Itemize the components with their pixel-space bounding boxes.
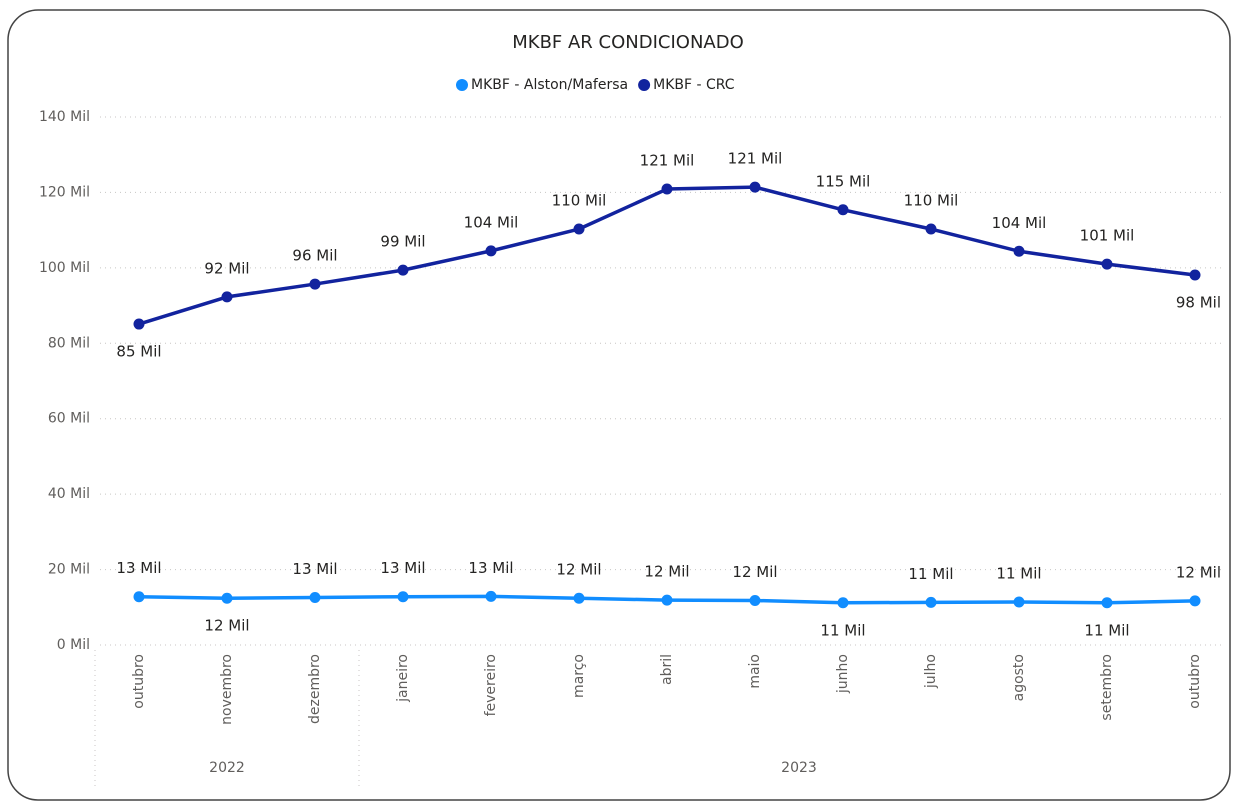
data-label: 13 Mil bbox=[380, 559, 425, 577]
x-tick-label: janeiro bbox=[395, 654, 411, 703]
data-point bbox=[749, 594, 761, 606]
data-label: 12 Mil bbox=[644, 563, 689, 581]
y-tick-label: 100 Mil bbox=[39, 260, 90, 276]
data-label: 11 Mil bbox=[1084, 621, 1129, 639]
data-point bbox=[133, 591, 145, 603]
legend-marker bbox=[456, 79, 468, 91]
data-point bbox=[1013, 245, 1025, 257]
x-tick-label: julho bbox=[923, 654, 939, 689]
x-tick-label: setembro bbox=[1099, 654, 1115, 721]
data-point bbox=[309, 278, 321, 290]
data-point bbox=[749, 181, 761, 193]
data-point bbox=[573, 223, 585, 235]
x-tick-label: agosto bbox=[1011, 654, 1027, 701]
x-tick-label: junho bbox=[835, 654, 851, 694]
y-tick-label: 0 Mil bbox=[57, 637, 90, 653]
y-tick-label: 20 Mil bbox=[48, 562, 90, 578]
data-point bbox=[1189, 595, 1201, 607]
data-label: 115 Mil bbox=[816, 172, 871, 190]
data-point bbox=[133, 318, 145, 330]
legend: MKBF - Alston/Mafersa MKBF - CRC bbox=[456, 77, 735, 93]
data-label: 96 Mil bbox=[292, 247, 337, 265]
data-label: 92 Mil bbox=[204, 259, 249, 277]
legend-label: MKBF - Alston/Mafersa bbox=[471, 77, 628, 93]
data-label: 12 Mil bbox=[204, 617, 249, 635]
data-label: 11 Mil bbox=[996, 565, 1041, 583]
data-label: 104 Mil bbox=[992, 214, 1047, 232]
data-label: 13 Mil bbox=[468, 559, 513, 577]
data-label: 98 Mil bbox=[1176, 294, 1221, 312]
x-tick-label: dezembro bbox=[307, 654, 323, 724]
y-tick-label: 60 Mil bbox=[48, 411, 90, 427]
y-tick-label: 120 Mil bbox=[39, 184, 90, 200]
y-tick-label: 140 Mil bbox=[39, 109, 90, 125]
x-tick-label: fevereiro bbox=[483, 654, 499, 716]
frame bbox=[7, 9, 1231, 801]
data-label: 11 Mil bbox=[820, 621, 865, 639]
data-label: 110 Mil bbox=[552, 192, 607, 210]
data-point bbox=[837, 597, 849, 609]
y-tick-label: 80 Mil bbox=[48, 335, 90, 351]
x-tick-label: novembro bbox=[219, 654, 235, 725]
data-point bbox=[925, 223, 937, 235]
x-tick-label: março bbox=[571, 654, 587, 698]
x-tick-label: maio bbox=[747, 654, 763, 689]
data-point bbox=[221, 592, 233, 604]
legend-label: MKBF - CRC bbox=[653, 77, 735, 93]
legend-marker bbox=[638, 79, 651, 91]
x-tick-label: outubro bbox=[131, 654, 147, 709]
data-label: 99 Mil bbox=[380, 233, 425, 251]
data-label: 12 Mil bbox=[556, 561, 601, 579]
data-point bbox=[661, 594, 673, 606]
data-point bbox=[397, 591, 409, 603]
data-label: 13 Mil bbox=[116, 559, 161, 577]
data-point bbox=[1101, 597, 1113, 609]
data-label: 121 Mil bbox=[728, 150, 783, 168]
data-label: 85 Mil bbox=[116, 343, 161, 361]
data-point bbox=[1189, 269, 1201, 281]
data-label: 104 Mil bbox=[464, 213, 519, 231]
x-group-label: 2022 bbox=[209, 760, 245, 776]
data-label: 12 Mil bbox=[1176, 563, 1221, 581]
data-label: 12 Mil bbox=[732, 563, 777, 581]
data-label: 101 Mil bbox=[1080, 227, 1135, 245]
x-tick-label: outubro bbox=[1187, 654, 1203, 709]
data-point bbox=[485, 245, 497, 257]
data-label: 110 Mil bbox=[904, 192, 959, 210]
data-point bbox=[485, 590, 497, 602]
data-label: 13 Mil bbox=[292, 560, 337, 578]
data-point bbox=[661, 183, 673, 195]
chart-title: MKBF AR CONDICIONADO bbox=[512, 32, 744, 53]
data-point bbox=[837, 204, 849, 216]
y-tick-label: 40 Mil bbox=[48, 486, 90, 502]
data-label: 121 Mil bbox=[640, 152, 695, 170]
x-tick-label: abril bbox=[659, 654, 675, 685]
data-point bbox=[309, 591, 321, 603]
data-point bbox=[221, 291, 233, 303]
data-label: 11 Mil bbox=[908, 565, 953, 583]
data-point bbox=[397, 264, 409, 276]
x-group-label: 2023 bbox=[781, 760, 817, 776]
data-point bbox=[1101, 258, 1113, 270]
data-point bbox=[573, 592, 585, 604]
data-point bbox=[925, 596, 937, 608]
data-point bbox=[1013, 596, 1025, 608]
